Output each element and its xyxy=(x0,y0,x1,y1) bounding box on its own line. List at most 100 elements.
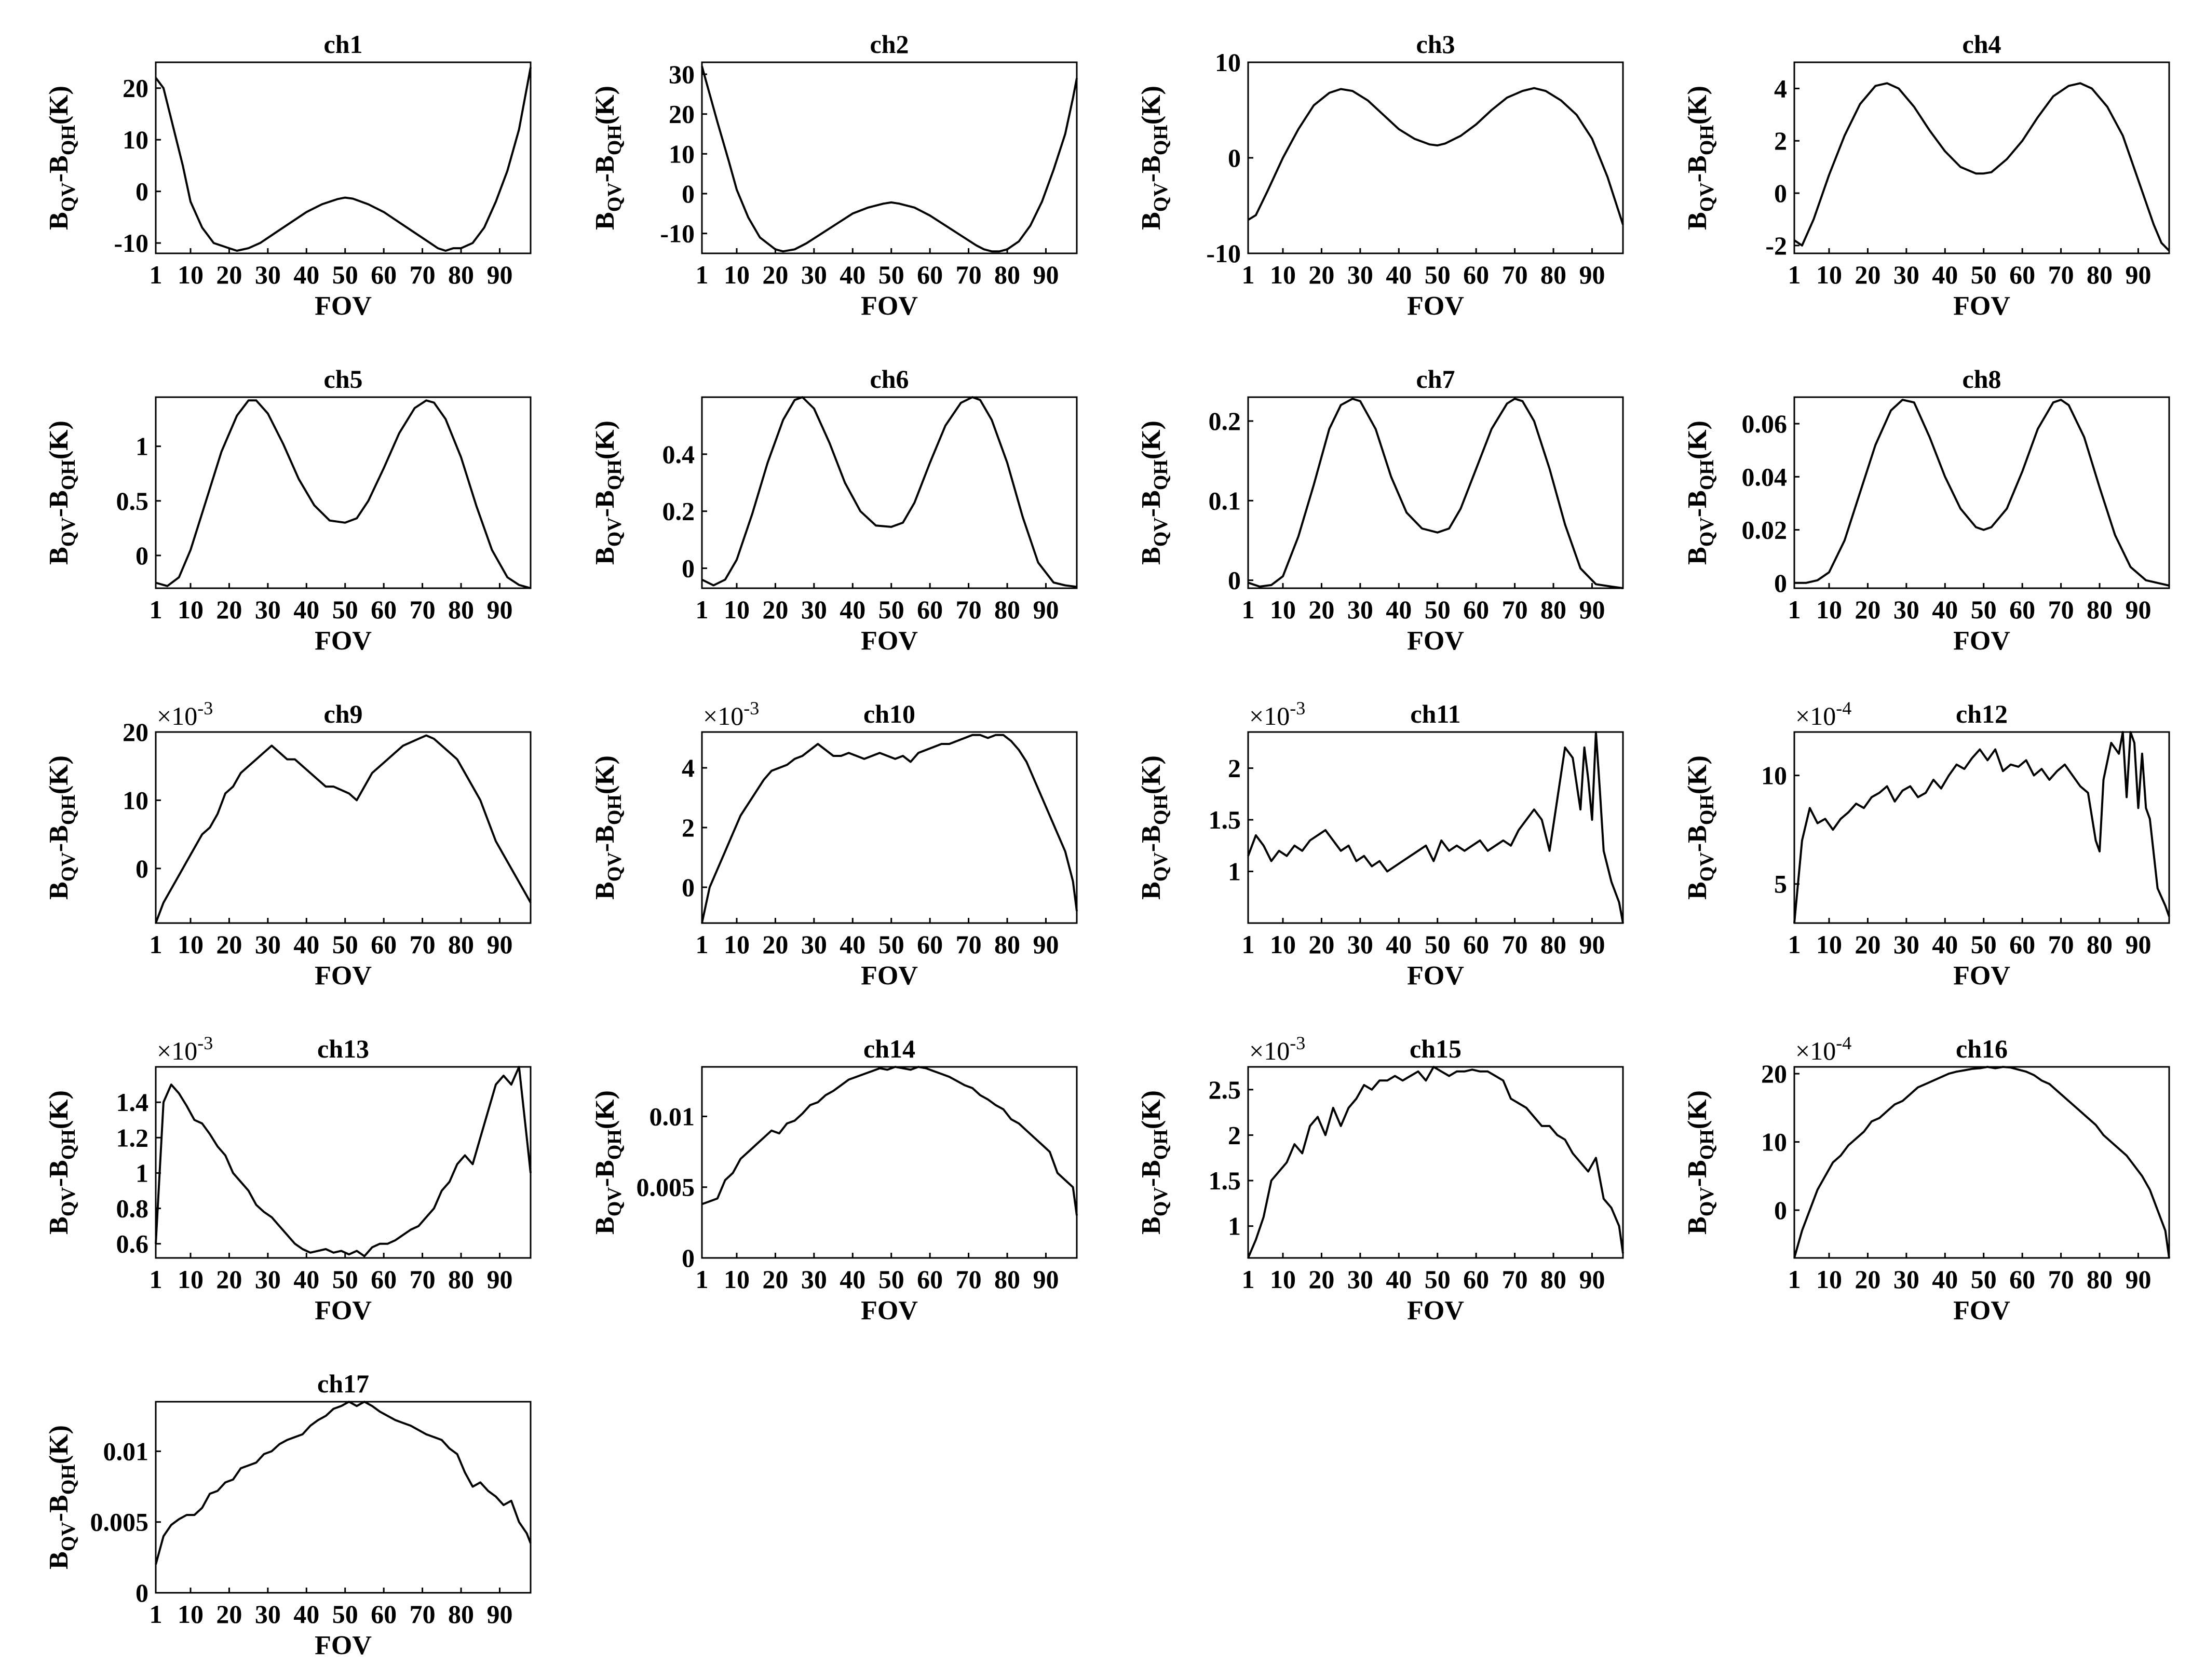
axes-box xyxy=(1793,396,2170,589)
x-axis-label: FOV xyxy=(1953,961,2010,991)
series-line xyxy=(155,1066,532,1257)
y-axis-label-part: QH xyxy=(1150,459,1172,490)
x-tick-label: 60 xyxy=(917,1265,943,1294)
y-axis-label: BQV-BQH(K) xyxy=(44,1425,79,1569)
panel-title: ch1 xyxy=(324,30,363,59)
y-axis-label-part: B xyxy=(44,1551,74,1569)
x-tick-label: 40 xyxy=(840,1265,865,1294)
x-axis-label: FOV xyxy=(1407,1296,1464,1325)
x-axis-label: FOV xyxy=(315,961,372,991)
x-tick-label: 30 xyxy=(255,1600,281,1629)
y-tick-label: 0.6 xyxy=(116,1229,149,1258)
y-axis-label-part: QV xyxy=(1696,182,1718,212)
x-tick-label: 40 xyxy=(293,260,319,289)
x-tick-label: 80 xyxy=(2087,260,2113,289)
x-tick-label: 10 xyxy=(724,260,750,289)
y-axis-label-part: (K) xyxy=(1683,1090,1712,1129)
x-tick-label: 30 xyxy=(255,1265,281,1294)
y-axis-label-part: QV xyxy=(58,182,79,212)
y-axis-label-part: QV xyxy=(604,852,626,882)
y-axis-label-part: B xyxy=(1136,882,1166,900)
y-axis-label-part: -B xyxy=(44,155,74,182)
x-tick-label: 10 xyxy=(724,1265,750,1294)
x-tick-label: 50 xyxy=(332,1265,358,1294)
y-axis-label-part: QV xyxy=(1150,852,1172,882)
x-tick-label: 1 xyxy=(1242,1265,1255,1294)
axis-exponent-power: -4 xyxy=(1836,1033,1851,1053)
panel-ch9: ch9 ×10-3 1 10 20 30 40 50 60 70 80 90 0 10 20 FOV BQV-B… xyxy=(44,698,532,991)
y-axis-label-part: (K) xyxy=(590,86,620,125)
y-axis-label-part: (K) xyxy=(1136,1090,1166,1129)
x-tick-label: 90 xyxy=(1579,595,1605,624)
x-tick-label: 60 xyxy=(1463,1265,1489,1294)
x-tick-label: 70 xyxy=(956,1265,982,1294)
x-tick-label: 80 xyxy=(1540,930,1566,959)
x-tick-label: 70 xyxy=(1502,260,1528,289)
x-tick-label: 70 xyxy=(410,595,436,624)
x-tick-label: 60 xyxy=(1463,930,1489,959)
panel-title: ch10 xyxy=(863,699,915,728)
y-axis-label: BQV-BQH(K) xyxy=(1683,755,1718,900)
panel-ch11: ch11×10-31 10 20 30 40 50 60 70 80 9011.52FOVBQV-… xyxy=(1136,698,1624,991)
x-tick-label: 80 xyxy=(994,930,1020,959)
y-tick-label: 1 xyxy=(136,1158,148,1187)
y-tick-label: -10 xyxy=(1206,239,1241,268)
x-tick-label: 20 xyxy=(216,1265,242,1294)
y-tick-label: 0.2 xyxy=(662,497,695,526)
y-axis-label-part: -B xyxy=(1136,490,1166,517)
panel-ch15: ch15 ×10-3 1 10 20 30 40 50 60 70 80 90 1 1.5 2 2.5 FOV B… xyxy=(1136,1033,1624,1325)
panel-title: ch14 xyxy=(863,1034,915,1063)
y-tick-label: 10 xyxy=(123,785,148,815)
panel-title: ch11 xyxy=(1410,699,1460,728)
panel-ch14: ch14 1 10 20 30 40 50 60 70 80 90 0 0.005 0.01 FOV BQV-… xyxy=(590,1034,1078,1325)
x-tick-label: 20 xyxy=(1855,930,1880,959)
x-tick-label: 60 xyxy=(2009,595,2035,624)
x-tick-label: 1 xyxy=(1242,260,1255,289)
x-tick-label: 70 xyxy=(956,930,982,959)
x-tick-label: 80 xyxy=(2087,1265,2113,1294)
y-axis-label-part: -B xyxy=(44,825,74,852)
x-tick-label: 1 xyxy=(696,1265,709,1294)
y-tick-label: 0.005 xyxy=(90,1508,149,1537)
x-tick-label: 50 xyxy=(1971,595,1997,624)
y-axis-label-part: QH xyxy=(58,459,79,490)
panel-title: ch3 xyxy=(1416,30,1455,59)
axis-exponent-power: -3 xyxy=(743,698,759,719)
y-axis-label-part: QV xyxy=(1696,1187,1718,1217)
x-tick-label: 30 xyxy=(801,1265,827,1294)
x-tick-label: 10 xyxy=(178,930,204,959)
x-tick-label: 20 xyxy=(762,1265,788,1294)
x-tick-label: 20 xyxy=(216,930,242,959)
y-axis-label-part: QH xyxy=(1150,794,1172,825)
x-tick-label: 70 xyxy=(956,595,982,624)
y-tick-label: 2 xyxy=(1228,754,1241,783)
x-tick-label: 20 xyxy=(1855,1265,1880,1294)
x-axis-label: FOV xyxy=(1953,1296,2010,1325)
y-tick-label: 0.01 xyxy=(650,1102,695,1131)
y-axis-label-part: (K) xyxy=(44,755,74,794)
x-tick-label: 20 xyxy=(1855,260,1880,289)
y-tick-label: 20 xyxy=(669,100,695,129)
y-tick-label: 0.01 xyxy=(103,1437,149,1466)
y-tick-label: -10 xyxy=(114,228,148,258)
x-tick-label: 20 xyxy=(762,260,788,289)
y-axis-label-part: QV xyxy=(58,1187,79,1217)
axis-exponent-power: -4 xyxy=(1836,698,1851,719)
x-tick-label: 80 xyxy=(448,1600,474,1629)
y-tick-label: 0.005 xyxy=(637,1173,695,1202)
y-tick-label: 2 xyxy=(682,813,695,842)
y-axis-label-part: QH xyxy=(604,794,626,825)
y-tick-label: 0 xyxy=(682,1243,695,1272)
y-tick-label: 10 xyxy=(1761,1128,1787,1157)
x-tick-label: 40 xyxy=(293,1600,319,1629)
y-axis-label-part: (K) xyxy=(44,421,74,459)
x-tick-label: 20 xyxy=(216,1600,242,1629)
y-tick-label: 0 xyxy=(1774,179,1787,208)
y-tick-label: 0.4 xyxy=(662,440,695,469)
y-axis-label-part: QV xyxy=(604,517,626,547)
panel-ch4: ch4 1 10 20 30 40 50 60 70 80 90 -2 0 2 4 FOV BQV-BQH(K) xyxy=(1683,30,2170,321)
y-axis-label: BQV-BQH(K) xyxy=(590,86,626,230)
panel-title: ch16 xyxy=(1956,1034,2008,1063)
series-line xyxy=(1247,87,1624,225)
x-tick-label: 90 xyxy=(1033,930,1059,959)
